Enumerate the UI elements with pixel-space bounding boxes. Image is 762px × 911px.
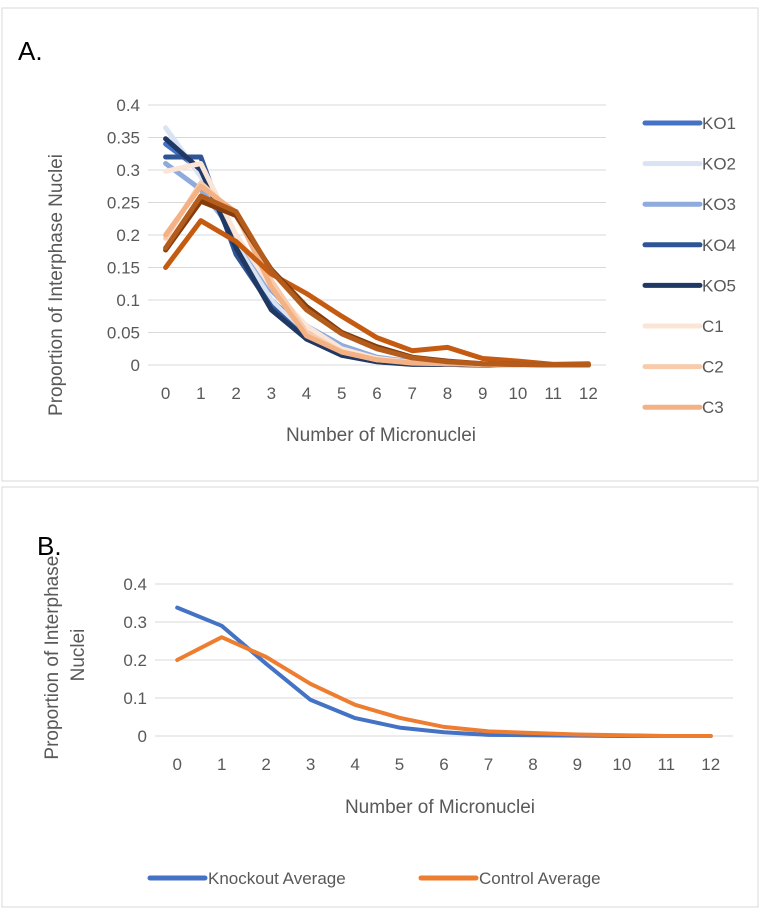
panel-b-x-tick-label: 4 <box>350 755 359 774</box>
panel-a-legend-label: KO5 <box>702 276 736 295</box>
panel-b-x-tick-label: 3 <box>306 755 315 774</box>
panel-a-legend-label: KO2 <box>702 155 736 174</box>
panel-b-y-axis-title-line-2: Nuclei <box>68 629 89 682</box>
panel-a-legend-label: C1 <box>702 317 724 336</box>
panel-a-x-tick-label: 4 <box>302 384 311 403</box>
panel-a-y-tick-label: 0.1 <box>116 291 140 310</box>
panel-a-y-tick-label: 0.15 <box>107 259 140 278</box>
panel-a-y-tick-label: 0.25 <box>107 194 140 213</box>
panel-a-x-tick-label: 1 <box>196 384 205 403</box>
panel-b-y-tick-label: 0.2 <box>123 651 147 670</box>
panel-a-series-lines <box>163 125 591 368</box>
panel-b-x-tick-label: 2 <box>261 755 270 774</box>
panel-a-x-tick-label: 3 <box>267 384 276 403</box>
panel-b-x-tick-label: 6 <box>439 755 448 774</box>
panel-b-legend-label: Knockout Average <box>208 869 346 888</box>
panel-a-y-tick-label: 0.2 <box>116 226 140 245</box>
panel-b-x-tick-labels: 0 1 2 3 4 5 6 7 8 9 10 11 12 <box>172 755 720 774</box>
panel-a-x-axis-title: Number of Micronuclei <box>286 425 476 446</box>
panel-a-x-tick-label: 11 <box>544 384 562 403</box>
panel-b-series-lines <box>175 605 713 738</box>
panel-b-label: B. <box>37 531 62 561</box>
panel-a-border <box>1 7 759 482</box>
panel-b-y-axis-title: Proportion of Interphase Nuclei <box>42 550 89 759</box>
panel-a-legend-label: C2 <box>702 358 724 377</box>
panel-b-border <box>1 486 759 908</box>
panel-b-x-tick-label: 8 <box>528 755 537 774</box>
panel-a-series-line-unnamed-8 <box>163 218 591 367</box>
panel-a-x-tick-label: 6 <box>372 384 381 403</box>
panel-b-x-tick-label: 1 <box>217 755 226 774</box>
panel-b-y-tick-label: 0.4 <box>123 575 147 594</box>
panel-b-series-line-control-average <box>175 635 713 738</box>
panel-b-y-tick-labels: 0 0.1 0.2 0.3 0.4 <box>123 575 147 746</box>
panel-b-y-tick-label: 0 <box>138 727 147 746</box>
panel-a-legend-label: KO4 <box>702 236 736 255</box>
panel-a-y-tick-label: 0.35 <box>107 129 140 148</box>
panel-a-x-tick-label: 0 <box>161 384 170 403</box>
panel-b: B. 00.10.20.30.4 0 1 2 3 4 5 6 7 8 9 10 11 12 Number… <box>1 486 759 908</box>
panel-a-legend: KO1 KO2 KO3 KO4 KO5 C1 C2 C3 <box>642 114 736 417</box>
panel-a-x-tick-label: 2 <box>231 384 240 403</box>
panel-a-x-tick-label: 9 <box>478 384 487 403</box>
panel-a-series-line-unnamed-10 <box>163 193 591 368</box>
panel-a-label: A. <box>18 36 43 66</box>
panel-b-x-tick-label: 0 <box>172 755 181 774</box>
panel-b-x-tick-label: 12 <box>701 755 720 774</box>
panel-b-x-tick-label: 11 <box>657 755 675 774</box>
panel-a-x-tick-label: 5 <box>337 384 346 403</box>
panel-b-y-tick-label: 0.3 <box>123 613 147 632</box>
panel-a-legend-label: C3 <box>702 398 724 417</box>
panel-b-x-tick-label: 9 <box>573 755 582 774</box>
panel-a-y-tick-label: 0.4 <box>116 96 140 115</box>
panel-a-y-tick-label: 0.05 <box>107 324 140 343</box>
panel-a-x-tick-label: 10 <box>508 384 527 403</box>
panel-b-x-tick-label: 5 <box>395 755 404 774</box>
panel-b-x-axis-title: Number of Micronuclei <box>345 797 535 818</box>
panel-a-legend-label: KO3 <box>702 195 736 214</box>
panel-b-y-tick-label: 0.1 <box>123 689 147 708</box>
panel-a-x-tick-label: 8 <box>443 384 452 403</box>
panel-b-legend-label: Control Average <box>479 869 601 888</box>
panel-a-legend-label: KO1 <box>702 114 736 133</box>
panel-b-y-axis-title-line-1: Proportion of Interphase <box>42 556 63 760</box>
panel-a-x-tick-label: 7 <box>407 384 416 403</box>
panel-a-y-axis-title: Proportion of Interphase Nuclei <box>46 154 67 416</box>
panel-a-x-tick-labels: 0 1 2 3 4 5 6 7 8 9 10 11 12 <box>161 384 598 403</box>
panel-b-legend: Knockout Average Control Average <box>147 869 601 888</box>
panel-a-x-tick-label: 12 <box>579 384 598 403</box>
panel-b-x-tick-label: 7 <box>484 755 493 774</box>
panel-b-x-tick-label: 10 <box>612 755 631 774</box>
panel-a-y-tick-label: 0.3 <box>116 161 140 180</box>
panel-a-y-tick-label: 0 <box>131 356 140 375</box>
panel-a-y-tick-labels: 0 0.05 0.1 0.15 0.2 0.25 0.3 0.35 0.4 <box>107 96 140 375</box>
